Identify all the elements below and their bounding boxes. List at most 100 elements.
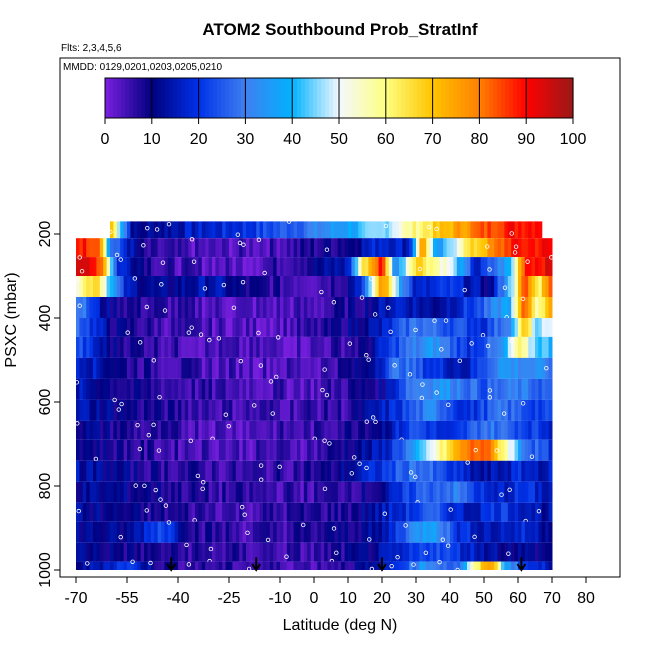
heatmap-cell bbox=[419, 542, 424, 562]
heatmap-cell bbox=[198, 318, 203, 337]
heatmap-cell bbox=[96, 502, 101, 522]
heatmap-cell bbox=[416, 521, 420, 543]
heatmap-cell bbox=[225, 481, 230, 503]
heatmap-cell bbox=[453, 399, 458, 421]
heatmap-cell bbox=[480, 439, 485, 461]
heatmap-cell bbox=[120, 502, 125, 522]
heatmap-cell bbox=[242, 521, 247, 543]
heatmap-cell bbox=[453, 481, 458, 503]
colorbar-swatch bbox=[277, 78, 282, 118]
heatmap-cell bbox=[297, 481, 301, 503]
heatmap-cell bbox=[171, 481, 176, 503]
heatmap-cell bbox=[399, 357, 403, 379]
heatmap-cell bbox=[446, 336, 451, 358]
heatmap-cell bbox=[130, 561, 135, 570]
heatmap-cell bbox=[426, 502, 431, 522]
heatmap-cell bbox=[365, 257, 369, 276]
heatmap-cell bbox=[419, 221, 424, 239]
colorbar-swatch bbox=[445, 78, 450, 118]
heatmap-cell bbox=[103, 399, 108, 421]
heatmap-cell bbox=[331, 297, 335, 318]
heatmap-cell bbox=[178, 297, 182, 318]
heatmap-cell bbox=[293, 481, 298, 503]
heatmap-cell bbox=[460, 378, 465, 400]
heatmap-cell bbox=[494, 221, 499, 239]
y-tick-label: 400 bbox=[37, 305, 54, 332]
heatmap-cell bbox=[412, 238, 417, 258]
heatmap-cell bbox=[320, 542, 325, 562]
heatmap-cell bbox=[385, 542, 390, 562]
sample-point bbox=[207, 337, 212, 343]
heatmap-cell bbox=[259, 420, 264, 440]
heatmap-cell bbox=[429, 542, 434, 562]
heatmap-cell bbox=[314, 378, 318, 400]
colorbar-swatch bbox=[157, 78, 162, 118]
heatmap-cell bbox=[79, 439, 84, 461]
heatmap-cell bbox=[518, 276, 522, 297]
heatmap-cell bbox=[392, 238, 397, 258]
heatmap-cell bbox=[334, 481, 339, 503]
heatmap-cell bbox=[280, 357, 284, 379]
heatmap-cell bbox=[433, 542, 437, 562]
heatmap-cell bbox=[283, 257, 288, 276]
colorbar-swatch bbox=[225, 78, 230, 118]
sample-point bbox=[74, 380, 79, 385]
heatmap-cell bbox=[293, 542, 298, 562]
heatmap-cell bbox=[246, 460, 250, 482]
heatmap-cell bbox=[120, 561, 125, 570]
heatmap-cell bbox=[208, 238, 213, 258]
heatmap-cell bbox=[354, 276, 359, 297]
heatmap-cell bbox=[276, 502, 281, 522]
heatmap-cell bbox=[422, 297, 427, 318]
heatmap-cell bbox=[351, 336, 356, 358]
heatmap-cell bbox=[212, 257, 216, 276]
heatmap-cell bbox=[154, 561, 159, 570]
heatmap-cell bbox=[545, 399, 550, 421]
heatmap-cell bbox=[256, 238, 261, 258]
heatmap-cell bbox=[96, 336, 101, 358]
heatmap-cell bbox=[331, 481, 335, 503]
heatmap-cell bbox=[358, 439, 363, 461]
heatmap-cell bbox=[171, 221, 176, 239]
heatmap-cell bbox=[86, 542, 91, 562]
colorbar-tick-label: 40 bbox=[283, 131, 301, 148]
heatmap-cell bbox=[344, 276, 349, 297]
heatmap-cell bbox=[116, 297, 121, 318]
heatmap-cell bbox=[507, 276, 512, 297]
colorbar-swatch bbox=[561, 78, 566, 118]
sample-point bbox=[420, 382, 425, 387]
heatmap-cell bbox=[368, 460, 373, 482]
heatmap-cell bbox=[368, 221, 373, 239]
heatmap-cell bbox=[276, 221, 281, 239]
heatmap-cell bbox=[205, 221, 210, 239]
heatmap-cell bbox=[133, 399, 138, 421]
heatmap-cell bbox=[351, 460, 356, 482]
heatmap-cell bbox=[480, 378, 485, 400]
heatmap-cell bbox=[286, 318, 291, 337]
heatmap-cell bbox=[123, 399, 128, 421]
heatmap-cell bbox=[443, 481, 448, 503]
heatmap-cell bbox=[154, 502, 159, 522]
heatmap-cell bbox=[436, 336, 441, 358]
heatmap-cell bbox=[86, 561, 91, 570]
colorbar-swatch bbox=[305, 78, 310, 118]
heatmap-cell bbox=[399, 238, 403, 258]
heatmap-cell bbox=[521, 439, 526, 461]
heatmap-cell bbox=[218, 481, 223, 503]
sample-point bbox=[322, 438, 327, 443]
heatmap-cell bbox=[436, 420, 441, 440]
heatmap-cell bbox=[103, 357, 108, 379]
heatmap-cell bbox=[337, 561, 342, 570]
heatmap-cell bbox=[365, 357, 369, 379]
colorbar-tick-label: 80 bbox=[471, 131, 489, 148]
heatmap-cell bbox=[412, 502, 417, 522]
heatmap-cell bbox=[150, 357, 155, 379]
colorbar-swatch bbox=[393, 78, 398, 118]
heatmap-cell bbox=[314, 257, 318, 276]
heatmap-cell bbox=[181, 399, 186, 421]
heatmap-cell bbox=[110, 439, 114, 461]
heatmap-cell bbox=[545, 297, 550, 318]
heatmap-cell bbox=[290, 238, 295, 258]
heatmap-cell bbox=[201, 357, 206, 379]
